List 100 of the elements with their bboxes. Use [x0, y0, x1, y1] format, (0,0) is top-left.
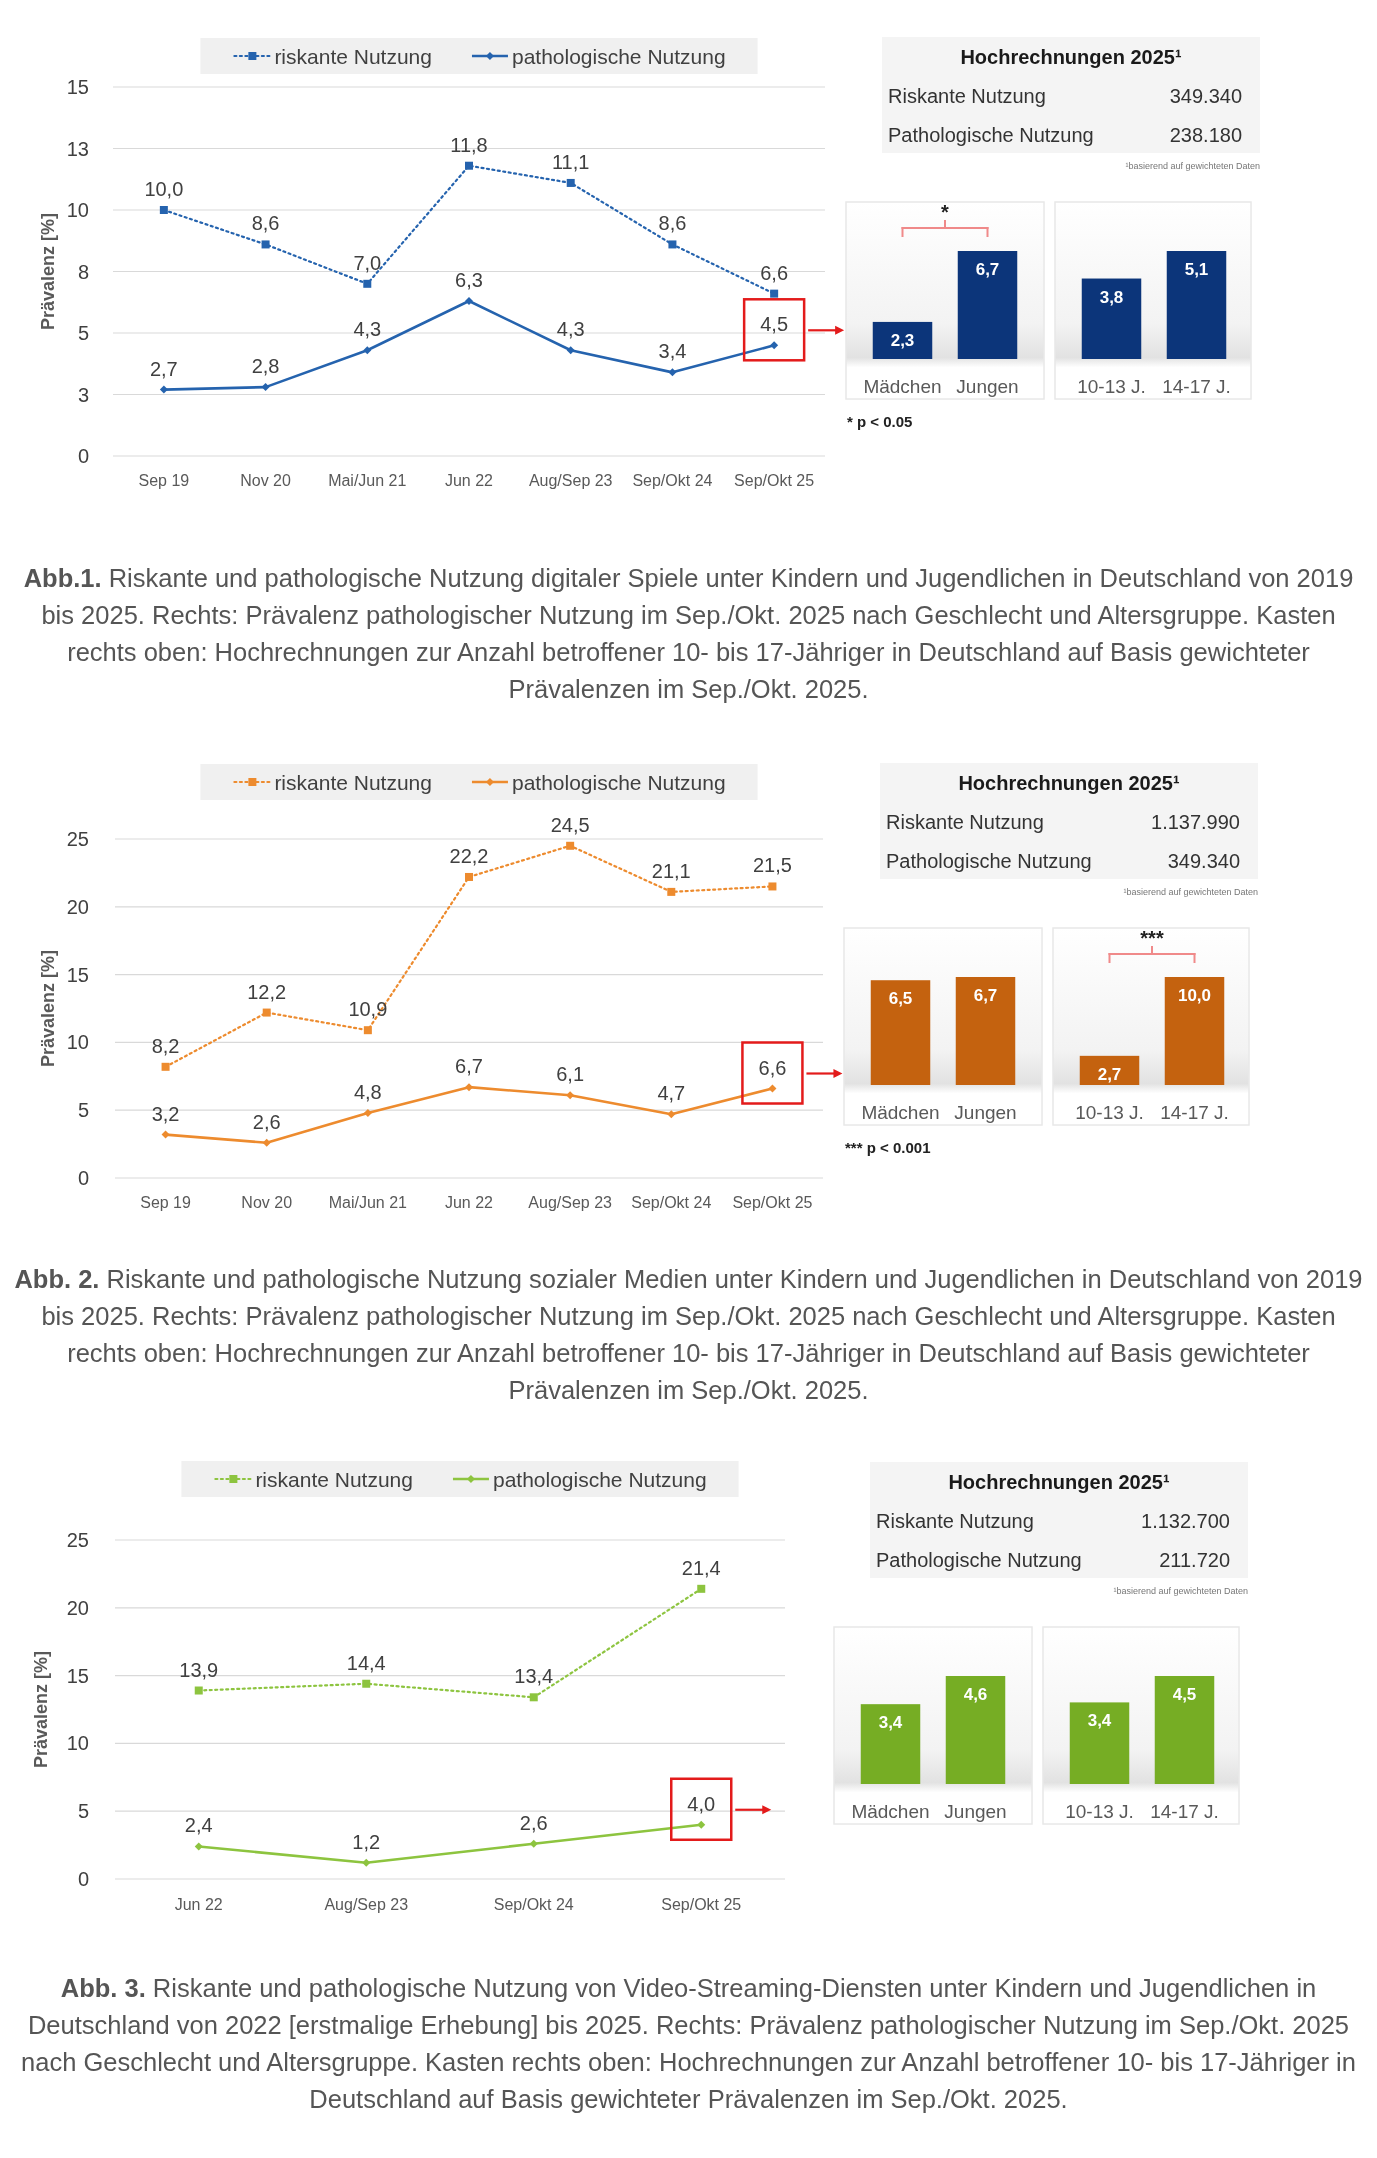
x-tick-label: Jun 22 — [174, 1895, 223, 1913]
x-tick-label: Mädchen — [863, 375, 942, 397]
point — [667, 1110, 676, 1119]
text: 349.340 — [1169, 85, 1242, 107]
x-tick-label: Sep/Okt 25 — [734, 471, 815, 489]
data-label: 3,2 — [151, 1102, 180, 1125]
point — [194, 1842, 203, 1851]
text: Riskante Nutzung — [888, 85, 1046, 107]
y-tick-label: 13 — [66, 137, 89, 160]
y-tick-label: 15 — [66, 76, 89, 98]
y-tick-label: 20 — [66, 1596, 89, 1619]
point — [668, 368, 677, 377]
data-label: 4,7 — [657, 1082, 686, 1105]
x-tick-label: Mädchen — [861, 1101, 940, 1123]
x-tick-label: Nov 20 — [241, 1193, 293, 1211]
y-tick-label: 10 — [66, 1031, 89, 1054]
caption: Abb. 3. Riskante und pathologische Nutzung von Video-Streaming-Diensten unter Kindern und Jugendlichen in Deutschland von 2022 [erstmalige Erhebung] bis 2025. Rechts: Prävalenz pathologischer Nutzung im Sep./Okt. 2025 nach Geschlecht und Altersgruppe. Kasten rechts oben: Hochrechnungen zur Anzahl betroffener 10- bis 17-Jähriger in Deutschland auf Basis gewichteter Prävalenzen im Sep./Okt. 2025. — [20, 1973, 1357, 2115]
data-label: 2,3 — [890, 330, 915, 350]
data-label: 10,0 — [1177, 986, 1212, 1005]
data-label: 24,5 — [550, 813, 590, 836]
point — [363, 279, 372, 288]
text: 1.132.700 — [1141, 1510, 1230, 1532]
x-tick-label: Jungen — [956, 375, 1019, 397]
data-label: 4,3 — [353, 318, 382, 341]
data-label: 21,1 — [651, 859, 691, 882]
point — [465, 297, 473, 306]
point — [159, 206, 168, 214]
point — [697, 1584, 706, 1593]
data-label: 2,7 — [1097, 1064, 1122, 1084]
text: Riskante Nutzung — [886, 811, 1044, 833]
x-tick-label: Jungen — [954, 1101, 1017, 1123]
y-tick-label: 8 — [77, 260, 89, 283]
point — [566, 346, 575, 355]
x-tick-label: Jun 22 — [444, 1193, 494, 1211]
caption: Abb.1. Riskante und pathologische Nutzung digitaler Spiele unter Kindern und Jugendlichen in Deutschland von 2019 bis 2025. Rechts: Prävalenz pathologischer Nutzung im Sep./Okt. 2025 nach Geschlecht und Altersgruppe. Kasten rechts oben: Hochrechnungen zur Anzahl betroffener 10- bis 17-Jähriger in Deutschland auf Basis gewichteter Prävalenzen im Sep./Okt. 2025. — [22, 563, 1355, 705]
x-tick-label: Sep/Okt 24 — [632, 471, 713, 489]
point — [697, 1820, 706, 1829]
y-tick-label: 10 — [66, 1732, 89, 1755]
legend-label: pathologische Nutzung — [492, 1467, 707, 1491]
data-label: 2,4 — [184, 1814, 213, 1837]
data-label: 2,7 — [149, 357, 178, 380]
x-tick-label: Sep/Okt 24 — [493, 1895, 574, 1913]
x-tick-label: Aug/Sep 23 — [324, 1895, 409, 1913]
text: ¹basierend auf gewichteten Daten — [1125, 161, 1260, 171]
x-tick-label: 10-13 J. — [1075, 1101, 1144, 1123]
data-label: 4,5 — [1172, 1685, 1197, 1704]
text: 349.340 — [1167, 850, 1240, 872]
point — [262, 1138, 271, 1147]
x-tick-label: 14-17 J. — [1150, 1800, 1219, 1822]
text: Hochrechnungen 2025¹ — [958, 772, 1180, 794]
point — [770, 289, 779, 298]
data-label: 4,3 — [556, 318, 585, 341]
data-label: 14,4 — [346, 1651, 386, 1674]
x-tick-label: Mai/Jun 21 — [328, 1193, 408, 1211]
text: ¹basierend auf gewichteten Daten — [1113, 1586, 1248, 1596]
y-tick-label: 15 — [66, 963, 89, 986]
text: *** — [1140, 927, 1164, 949]
y-axis-title: Prävalenz [%] — [31, 1650, 51, 1769]
point — [566, 1091, 575, 1100]
data-label: 2,6 — [519, 1811, 548, 1834]
point — [566, 841, 575, 850]
data-label: 11,8 — [450, 133, 488, 156]
text: * p < 0.05 — [847, 412, 913, 430]
x-tick-label: Mai/Jun 21 — [328, 471, 407, 489]
data-label: 6,7 — [975, 260, 1000, 279]
point — [363, 1026, 372, 1035]
x-tick-label: Sep/Okt 24 — [631, 1193, 712, 1211]
data-label: 8,6 — [658, 212, 687, 235]
y-axis-title: Prävalenz [%] — [38, 212, 58, 331]
data-label: 2,8 — [251, 355, 280, 378]
text: * — [941, 201, 950, 223]
y-tick-label: 25 — [66, 828, 89, 850]
y-tick-label: 20 — [66, 895, 89, 918]
x-tick-label: Mädchen — [851, 1800, 930, 1822]
x-tick-label: Nov 20 — [240, 471, 292, 489]
point — [161, 1130, 170, 1139]
data-label: 13,9 — [179, 1658, 219, 1681]
point — [465, 1083, 473, 1092]
data-label: 22,2 — [449, 844, 489, 867]
point — [159, 385, 168, 394]
point — [768, 882, 777, 891]
point — [262, 1008, 271, 1017]
x-tick-label: Aug/Sep 23 — [528, 471, 613, 489]
point — [667, 887, 676, 896]
data-label: 4,0 — [687, 1792, 716, 1815]
x-tick-label: 10-13 J. — [1077, 375, 1146, 397]
y-tick-label: 10 — [66, 199, 89, 221]
point — [770, 341, 779, 350]
point — [362, 1858, 371, 1867]
data-label: 12,2 — [247, 980, 287, 1003]
data-label: 10,0 — [144, 178, 184, 200]
caption: Abb. 2. Riskante und pathologische Nutzung sozialer Medien unter Kindern und Jugendlichen in Deutschland von 2019 bis 2025. Rechts: Prävalenz pathologischer Nutzung im Sep./Okt. 2025 nach Geschlecht und Altersgruppe. Kasten rechts oben: Hochrechnungen zur Anzahl betroffener 10- bis 17-Jähriger in Deutschland auf Basis gewichteter Prävalenzen im Sep./Okt. 2025. — [14, 1264, 1363, 1406]
y-tick-label: 5 — [77, 322, 89, 344]
point — [668, 240, 677, 249]
data-label: 2,6 — [252, 1110, 281, 1133]
data-label: 6,7 — [973, 986, 998, 1005]
x-tick-label: Jungen — [944, 1800, 1007, 1822]
point — [529, 1839, 538, 1848]
text: Hochrechnungen 2025¹ — [960, 46, 1182, 68]
point — [194, 1686, 203, 1695]
